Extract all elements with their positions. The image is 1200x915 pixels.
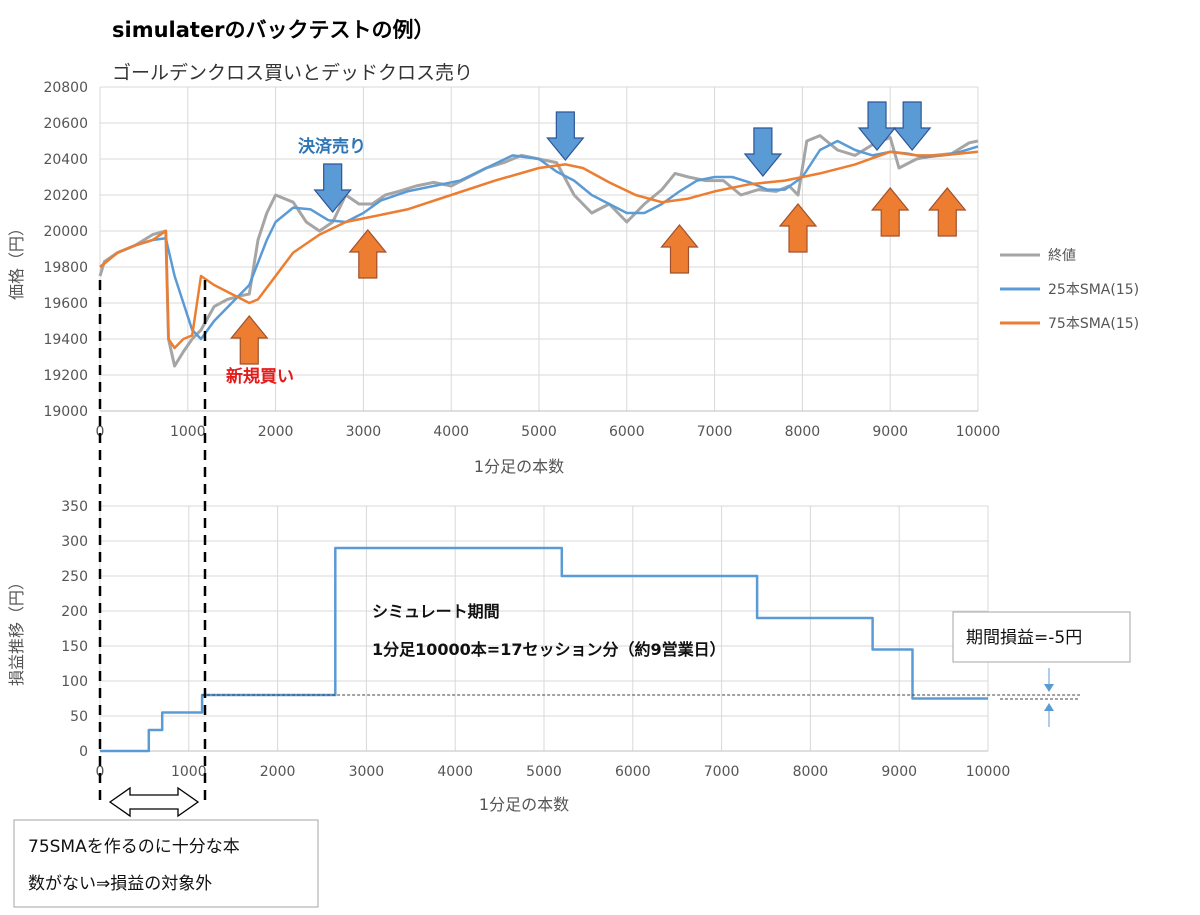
buy-arrow <box>660 224 699 274</box>
pnl-ytick-label: 0 <box>79 744 88 760</box>
pnl-xtick-label: 1000 <box>171 764 207 780</box>
note-line-2: 数がない⇒損益の対象外 <box>28 874 212 894</box>
pnl-pointer-up-head <box>1044 703 1054 711</box>
pnl-xtick-label: 8000 <box>793 764 829 780</box>
pnl-xtick-label: 2000 <box>260 764 296 780</box>
price-ytick-label: 19600 <box>43 296 88 312</box>
pnl-xtick-label: 4000 <box>437 764 473 780</box>
sma75-line <box>99 150 979 350</box>
price-xtick-label: 8000 <box>785 424 821 440</box>
price-xtick-label: 4000 <box>433 424 469 440</box>
pnl-ytick-label: 200 <box>61 604 88 620</box>
price-ytick-label: 19000 <box>43 404 88 420</box>
price-ytick-label: 20200 <box>43 188 88 204</box>
legend-label-sma75-line: 75本SMA(15) <box>1048 316 1139 332</box>
sell-label: 決済売り <box>298 136 366 157</box>
page-title: simulaterのバックテストの例） <box>112 18 435 42</box>
pnl-xtick-label: 7000 <box>704 764 740 780</box>
pnl-ytick-label: 50 <box>70 709 88 725</box>
pnl-result-text: 期間損益=-5円 <box>966 628 1082 648</box>
price-xtick-label: 3000 <box>346 424 382 440</box>
sell-arrow <box>857 101 897 151</box>
pnl-xtick-label: 9000 <box>881 764 917 780</box>
price-ytick-label: 20400 <box>43 152 88 168</box>
price-ytick-label: 20000 <box>43 224 88 240</box>
pnl-y-axis-label: 損益推移（円） <box>7 574 26 686</box>
legend-label-close-price-line: 終値 <box>1048 248 1076 264</box>
period-detail: 1分足10000本=17セッション分（約9営業日） <box>372 640 726 659</box>
pnl-xtick-label: 3000 <box>349 764 385 780</box>
excluded-range-double-arrow <box>108 786 200 818</box>
pnl-xtick-label: 6000 <box>615 764 651 780</box>
buy-arrow <box>348 229 388 279</box>
buy-arrow <box>870 187 910 237</box>
price-xtick-label: 10000 <box>956 424 1001 440</box>
price-xtick-label: 6000 <box>609 424 645 440</box>
pnl-xtick-label: 0 <box>96 764 105 780</box>
pnl-line <box>100 546 988 753</box>
sell-arrow <box>743 127 783 177</box>
price-ytick-label: 20600 <box>43 116 88 132</box>
buy-arrow <box>229 315 269 365</box>
period-title: シミュレート期間 <box>372 602 500 621</box>
pnl-xtick-label: 10000 <box>966 764 1011 780</box>
price-xtick-label: 5000 <box>521 424 557 440</box>
sell-arrow <box>546 111 585 161</box>
pnl-x-axis-label: 1分足の本数 <box>479 795 569 814</box>
price-x-axis-label: 1分足の本数 <box>474 457 564 476</box>
pnl-ytick-label: 350 <box>61 499 88 515</box>
buy-label: 新規買い <box>226 366 294 387</box>
buy-arrow <box>928 187 967 237</box>
price-xtick-label: 7000 <box>697 424 733 440</box>
pnl-xtick-label: 5000 <box>526 764 562 780</box>
price-ytick-label: 19200 <box>43 368 88 384</box>
pnl-ytick-label: 300 <box>61 534 88 550</box>
price-xtick-label: 9000 <box>872 424 908 440</box>
price-ytick-label: 20800 <box>43 80 88 96</box>
price-ytick-label: 19800 <box>43 260 88 276</box>
pnl-ytick-label: 150 <box>61 639 88 655</box>
price-ytick-label: 19400 <box>43 332 88 348</box>
pnl-ytick-label: 100 <box>61 674 88 690</box>
note-line-1: 75SMAを作るのに十分な本 <box>28 837 240 857</box>
pnl-ytick-label: 250 <box>61 569 88 585</box>
price-xtick-label: 2000 <box>258 424 294 440</box>
buy-arrow <box>778 203 818 253</box>
legend-label-sma25-line: 25本SMA(15) <box>1048 282 1139 298</box>
sell-arrow <box>892 101 932 151</box>
price-y-axis-label: 価格（円） <box>7 220 26 300</box>
price-xtick-label: 1000 <box>170 424 206 440</box>
price-xtick-label: 0 <box>96 424 105 440</box>
pnl-result-box <box>952 611 1131 663</box>
pnl-pointer-down-head <box>1044 684 1054 692</box>
chart-subtitle: ゴールデンクロス買いとデッドクロス売り <box>112 62 474 84</box>
sell-arrow <box>313 163 352 213</box>
note-box <box>13 819 319 908</box>
